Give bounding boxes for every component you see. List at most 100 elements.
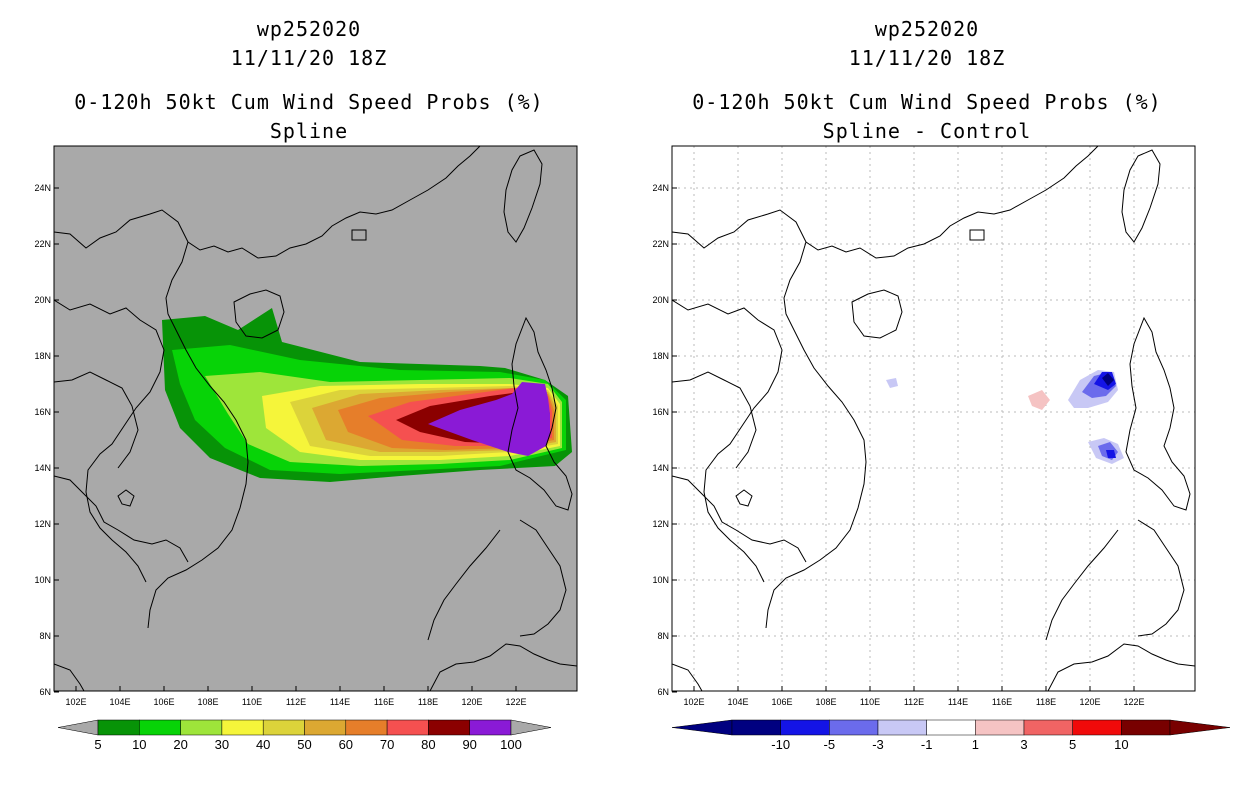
colorbar-label: 3 <box>1020 737 1027 752</box>
lon-label: 120E <box>461 697 482 707</box>
lon-label: 108E <box>815 697 836 707</box>
difference-contours <box>886 370 1124 464</box>
colorbar-box <box>1072 719 1122 736</box>
colorbar-box <box>428 719 470 736</box>
colorbar-label: -1 <box>921 737 933 752</box>
left-axis-labels: 24N 22N 20N 18N 16N 14N 12N 10N 8N 6N 102E 104E 106E… <box>34 183 526 707</box>
lat-label: 16N <box>652 407 669 417</box>
lon-label: 110E <box>860 697 880 707</box>
datetime: 11/11/20 18Z <box>230 46 388 70</box>
product-title: 0-120h 50kt Cum Wind Speed Probs (%) <box>692 90 1162 114</box>
lon-label: 102E <box>65 697 86 707</box>
lon-label: 122E <box>1123 697 1144 707</box>
colorbar-left-arrow <box>671 719 733 736</box>
lon-label: 114E <box>330 697 350 707</box>
lon-label: 106E <box>771 697 792 707</box>
right-map-svg: 24N 22N 20N 18N 16N 14N 12N 10N 8N 6N 102E 104E 106E… <box>652 145 1231 752</box>
colorbar-label: 70 <box>380 737 394 752</box>
lat-label: 6N <box>39 687 51 697</box>
lon-label: 114E <box>948 697 968 707</box>
colorbar-box <box>1121 719 1171 736</box>
colorbar-box <box>139 719 181 736</box>
colorbar-box <box>386 719 429 736</box>
lat-label: 12N <box>34 519 51 529</box>
lat-label: 10N <box>652 575 669 585</box>
product-title: 0-120h 50kt Cum Wind Speed Probs (%) <box>74 90 544 114</box>
colorbar-box <box>345 719 388 736</box>
lon-label: 110E <box>242 697 262 707</box>
lat-label: 8N <box>39 631 51 641</box>
lon-label: 116E <box>374 697 394 707</box>
right-coastlines <box>672 146 1195 691</box>
lat-label: 10N <box>34 575 51 585</box>
colorbar-label: 10 <box>1114 737 1128 752</box>
lat-label: 24N <box>652 183 669 193</box>
lon-label: 122E <box>505 697 526 707</box>
lon-label: 102E <box>683 697 704 707</box>
colorbar-box <box>1023 719 1073 736</box>
probability-contours <box>54 146 577 691</box>
lon-label: 112E <box>904 697 924 707</box>
lat-label: 20N <box>34 295 51 305</box>
colorbar-box <box>877 719 927 736</box>
lat-label: 20N <box>652 295 669 305</box>
lon-label: 106E <box>153 697 174 707</box>
method-title: Spline <box>269 119 349 143</box>
right-colorbar: -10 -5 -3 -1 1 3 5 10 <box>671 719 1231 752</box>
lon-label: 118E <box>1036 697 1056 707</box>
lat-label: 12N <box>652 519 669 529</box>
lat-label: 14N <box>652 463 669 473</box>
lat-label: 22N <box>652 239 669 249</box>
colorbar-box <box>304 719 347 736</box>
colorbar-label: 20 <box>173 737 187 752</box>
lat-label: 24N <box>34 183 51 193</box>
lon-label: 120E <box>1079 697 1100 707</box>
lon-label: 104E <box>727 697 748 707</box>
right-map-area <box>672 146 1195 691</box>
colorbar-label: 30 <box>215 737 229 752</box>
right-axis-labels: 24N 22N 20N 18N 16N 14N 12N 10N 8N 6N 102E 104E 106E… <box>652 183 1144 707</box>
left-map-svg: 24N 22N 20N 18N 16N 14N 12N 10N 8N 6N 102E 104E 106E… <box>34 145 578 752</box>
lon-label: 108E <box>197 697 218 707</box>
lon-label: 116E <box>992 697 1012 707</box>
colorbar-box <box>829 719 879 736</box>
storm-id: wp252020 <box>256 17 362 41</box>
datetime: 11/11/20 18Z <box>848 46 1006 70</box>
colorbar-box <box>731 719 781 736</box>
contour-90 <box>428 382 550 456</box>
diff-pos-small <box>1028 390 1050 410</box>
colorbar-box <box>975 719 1025 736</box>
colorbar-box <box>221 719 264 736</box>
diff-neg-5b <box>1106 450 1116 458</box>
right-gridlines <box>672 146 1195 691</box>
lat-label: 14N <box>34 463 51 473</box>
right-panel: wp252020 11/11/20 18Z 0-120h 50kt Cum Wi… <box>618 0 1236 800</box>
colorbar-right-arrow <box>1169 719 1231 736</box>
colorbar-label: 40 <box>256 737 270 752</box>
colorbar-label: 80 <box>421 737 435 752</box>
lat-label: 8N <box>657 631 669 641</box>
lat-label: 6N <box>657 687 669 697</box>
colorbar-box <box>262 719 305 736</box>
colorbar-label: -10 <box>771 737 790 752</box>
lon-label: 112E <box>286 697 306 707</box>
lon-label: 118E <box>418 697 438 707</box>
colorbar-label: 90 <box>462 737 476 752</box>
colorbar-label: 1 <box>972 737 979 752</box>
lon-label: 104E <box>109 697 130 707</box>
colorbar-label: 100 <box>500 737 522 752</box>
colorbar-box <box>780 719 830 736</box>
lat-label: 16N <box>34 407 51 417</box>
lat-label: 18N <box>34 351 51 361</box>
colorbar-label: 5 <box>1069 737 1076 752</box>
colorbar-label: 50 <box>297 737 311 752</box>
diff-neg-weak-1 <box>886 378 898 388</box>
lat-label: 22N <box>34 239 51 249</box>
colorbar-left-arrow <box>57 719 99 736</box>
colorbar-box <box>469 719 512 736</box>
colorbar-box <box>180 719 223 736</box>
diff-neg-10 <box>1102 373 1114 386</box>
right-map-frame <box>671 145 1196 692</box>
colorbar-label: 60 <box>339 737 353 752</box>
colorbar-label: -3 <box>872 737 884 752</box>
